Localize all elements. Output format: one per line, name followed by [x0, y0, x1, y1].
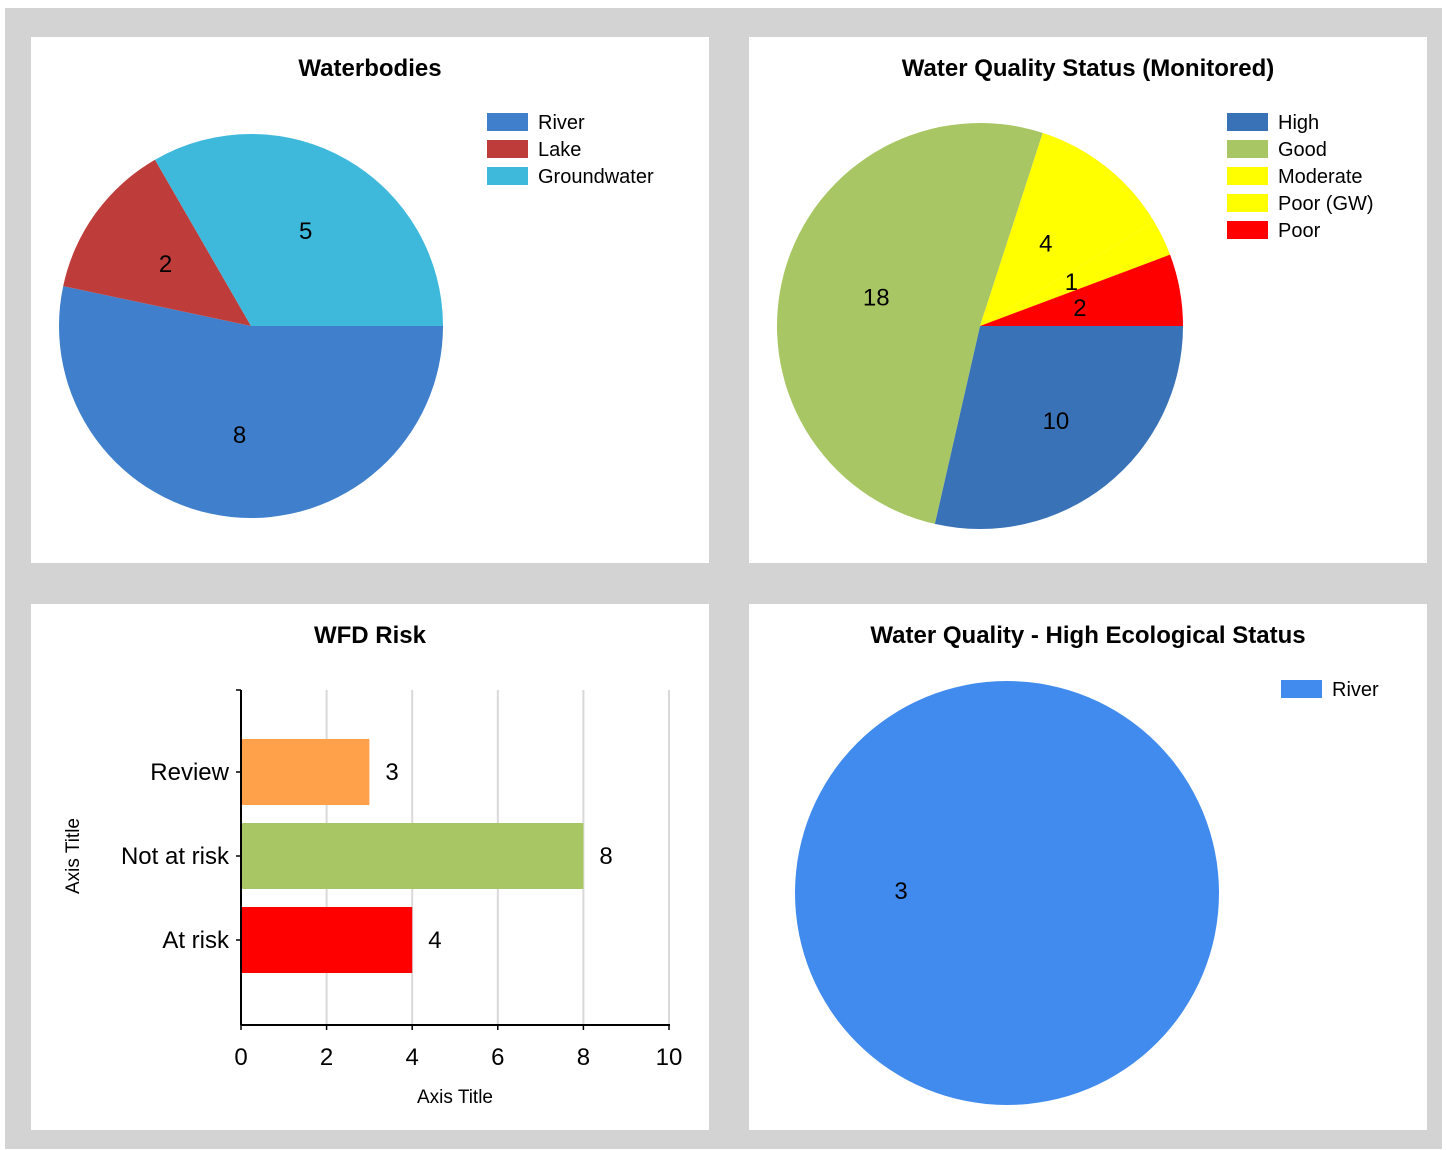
x-tick-label: 4	[406, 1044, 419, 1071]
wfd-risk-chart-panel: WFD Risk Axis Title Axis Title 0 2 4 6 8 10 Re…	[31, 604, 709, 1130]
x-axis-title: Axis Title	[417, 1087, 493, 1108]
legend-swatch-river	[487, 113, 528, 131]
legend-label-high: High	[1278, 112, 1319, 134]
x-tick-label: 0	[234, 1044, 247, 1071]
legend-label-good: Good	[1278, 139, 1327, 161]
dashboard: Waterbodies 8 2 5 River Lake Groundwater Wate…	[5, 8, 1442, 1149]
legend-label-groundwater: Groundwater	[538, 166, 654, 188]
slice-label-good: 18	[863, 284, 890, 311]
bar-value-label-review: 3	[385, 759, 398, 786]
bar-value-label-not-at-risk: 8	[599, 843, 612, 870]
high-ecological-status-chart-panel: Water Quality - High Ecological Status 3…	[749, 604, 1427, 1130]
x-tick-label: 10	[656, 1044, 683, 1071]
legend-swatch-good	[1227, 140, 1268, 158]
legend-swatch-poor-gw	[1227, 194, 1268, 212]
pie-slice-moderate	[980, 132, 1155, 326]
slice-label-moderate: 4	[1039, 230, 1052, 257]
legend-label-river: River	[538, 112, 585, 134]
pie-slice-poor-gw	[980, 221, 1171, 326]
pie-slice-high	[934, 326, 1183, 530]
legend-swatch-poor	[1227, 221, 1268, 239]
pie-slice-poor	[980, 254, 1183, 326]
slice-label-high: 10	[1043, 408, 1070, 435]
x-tick-label: 8	[577, 1044, 590, 1071]
chart-title: WFD Risk	[314, 622, 427, 649]
pie-slice-river	[59, 286, 444, 518]
wfd-risk-bar-chart: WFD Risk Axis Title Axis Title 0 2 4 6 8 10 Re…	[63, 622, 683, 1108]
bar-review	[242, 739, 370, 805]
high-ecological-status-pie-chart: Water Quality - High Ecological Status 3…	[795, 622, 1379, 1105]
waterbodies-chart-panel: Waterbodies 8 2 5 River Lake Groundwater	[31, 37, 709, 563]
chart-title: Waterbodies	[298, 55, 441, 82]
bar-value-label-at-risk: 4	[428, 927, 441, 954]
x-tick-label: 6	[491, 1044, 504, 1071]
slice-label-lake: 2	[159, 251, 172, 278]
category-label-at-risk: At risk	[162, 927, 230, 954]
legend-swatch-river	[1281, 680, 1322, 698]
waterbodies-pie-chart: Waterbodies 8 2 5 River Lake Groundwater	[59, 55, 654, 518]
bar-not-at-risk	[242, 823, 584, 889]
chart-title: Water Quality - High Ecological Status	[870, 622, 1305, 649]
chart-title: Water Quality Status (Monitored)	[902, 55, 1274, 82]
slice-label-river: 3	[894, 878, 907, 905]
bar-at-risk	[242, 907, 413, 973]
category-label-not-at-risk: Not at risk	[121, 843, 230, 870]
y-axis-title: Axis Title	[63, 818, 84, 894]
slice-label-poor-gw: 1	[1065, 269, 1078, 296]
pie-slice-good	[776, 122, 1043, 524]
legend-swatch-high	[1227, 113, 1268, 131]
category-label-review: Review	[150, 759, 229, 786]
water-quality-status-pie-chart: Water Quality Status (Monitored) 10 18 412…	[776, 55, 1374, 530]
water-quality-status-chart-panel: Water Quality Status (Monitored) 10 18 4 1 2…	[749, 37, 1427, 563]
x-tick-label: 2	[320, 1044, 333, 1071]
slice-label-groundwater: 5	[299, 218, 312, 245]
legend-swatch-moderate	[1227, 167, 1268, 185]
pie-slice-river	[795, 681, 1219, 1105]
pie-slice-groundwater	[155, 133, 443, 326]
legend-label-river: River	[1332, 679, 1379, 701]
pie-slice-lake	[63, 159, 251, 326]
legend-label-moderate: Moderate	[1278, 166, 1363, 188]
legend-label-poor: Poor	[1278, 220, 1321, 242]
legend-swatch-lake	[487, 140, 528, 158]
slice-label-poor: 2	[1073, 295, 1086, 322]
legend-label-poor-gw: Poor (GW)	[1278, 193, 1374, 215]
legend-swatch-groundwater	[487, 167, 528, 185]
slice-label-river: 8	[233, 422, 246, 449]
legend-label-lake: Lake	[538, 139, 581, 161]
